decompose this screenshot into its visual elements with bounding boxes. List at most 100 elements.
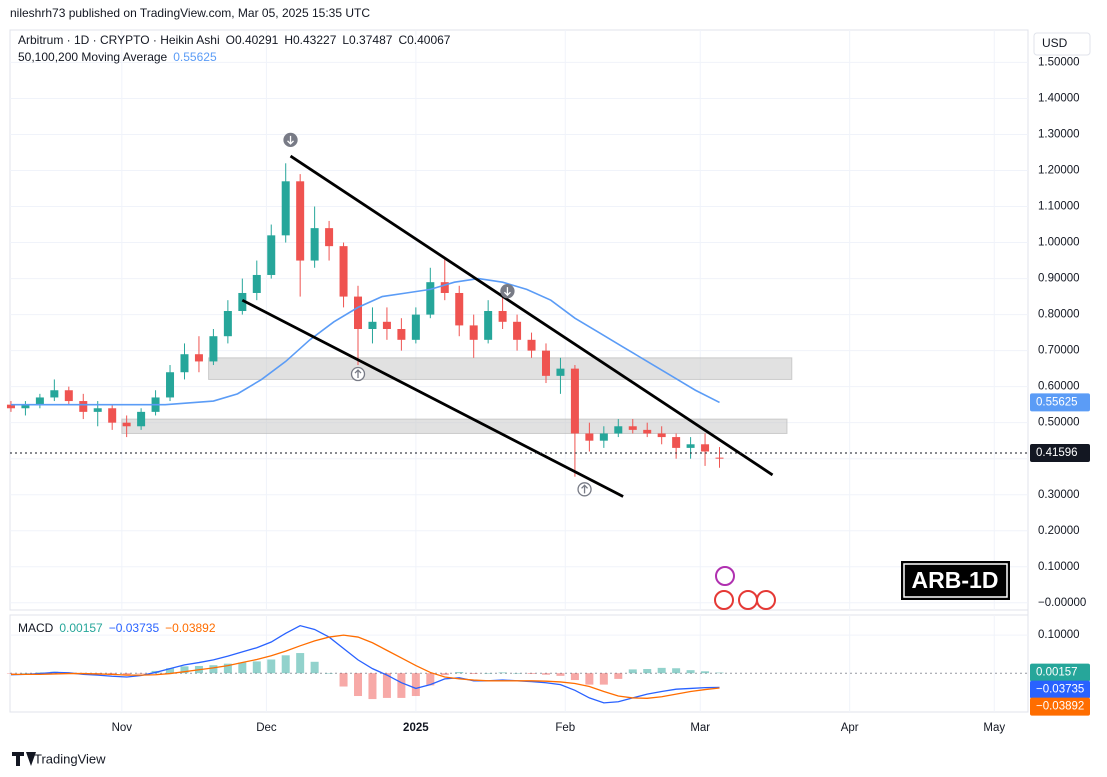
x-tick-label: Mar	[690, 722, 710, 734]
event-icon[interactable]	[756, 590, 776, 610]
candle-body	[194, 354, 203, 362]
candle-body	[411, 314, 420, 340]
histogram-bar	[368, 673, 377, 700]
candle-body	[397, 329, 406, 340]
marker-arrow	[581, 484, 589, 494]
y-tick-label: 0.70000	[1038, 345, 1080, 357]
histogram-bar	[137, 673, 146, 674]
candle-body	[469, 325, 478, 340]
histogram-bar	[484, 673, 493, 674]
candle-body	[701, 444, 710, 452]
zone	[121, 418, 788, 434]
y-tick-label: 1.00000	[1038, 237, 1080, 249]
histogram-bar	[209, 665, 218, 674]
marker-arrow	[354, 369, 362, 379]
ohlc-open: O0.40291	[226, 33, 279, 47]
x-tick-label: Dec	[256, 722, 277, 734]
histogram-bar	[411, 673, 420, 697]
candle-body	[108, 408, 117, 423]
symbol-legend: Arbitrum · 1D · CRYPTO · Heikin Ashi O0.4…	[18, 33, 451, 47]
histogram-bar	[267, 659, 276, 674]
candle-body	[339, 246, 348, 297]
currency-box[interactable]	[1033, 32, 1091, 56]
candle-body	[440, 282, 449, 293]
candle-body	[50, 390, 59, 398]
histogram-bar	[556, 673, 565, 676]
candle-body	[137, 411, 146, 427]
ohlc-close: C0.40067	[398, 33, 450, 47]
candle-body	[223, 310, 232, 337]
histogram-bar	[122, 673, 131, 676]
ma-value: 0.55625	[173, 50, 217, 64]
histogram-bar	[35, 672, 44, 674]
y-tick-label: 1.30000	[1038, 129, 1080, 141]
histogram-bar	[455, 672, 464, 674]
histogram-bar	[180, 666, 189, 674]
histogram-bar	[238, 662, 247, 674]
y-tick-label: 0.20000	[1038, 525, 1080, 537]
plot-layer: Nov Dec 2025 Feb Mar Apr May −0.00000 0.10000 0.2…	[6, 30, 1090, 734]
candle-body	[382, 321, 391, 330]
y-tick-label: −0.00000	[1038, 597, 1086, 609]
histogram-bar	[252, 661, 261, 674]
candle-body	[570, 368, 579, 434]
badge: ARB-1D	[912, 567, 999, 593]
histogram-bar	[166, 668, 175, 674]
candle-body	[585, 433, 594, 441]
candle-body	[643, 429, 652, 434]
y-tick-label: 1.10000	[1038, 201, 1080, 213]
macd-hist-value: 0.00157	[59, 621, 103, 635]
histogram-bar	[643, 669, 652, 674]
histogram-bar	[382, 673, 391, 698]
macd-axis-label: −0.03735	[1036, 684, 1084, 696]
last-price-label-box	[1030, 443, 1090, 462]
macd-legend: MACD 0.00157 −0.03735 −0.03892	[18, 621, 216, 635]
y-tick-label: 1.20000	[1038, 165, 1080, 177]
histogram-bar	[223, 663, 232, 674]
histogram-bar	[628, 669, 637, 674]
candle-body	[281, 181, 290, 236]
event-icon[interactable]	[738, 590, 758, 610]
candle-body	[368, 321, 377, 330]
moving-average	[10, 277, 720, 406]
y-tick-label: 0.60000	[1038, 381, 1080, 393]
logo	[12, 752, 36, 766]
candle-body	[426, 282, 435, 315]
candle-body	[455, 292, 464, 326]
candle-body	[686, 444, 695, 448]
trendline	[289, 154, 774, 477]
marker-arrow	[287, 135, 294, 145]
publisher: nileshrh73 published on TradingView.com,…	[10, 6, 370, 20]
ma-name: 50,100,200 Moving Average	[18, 50, 168, 64]
histogram-bar	[614, 673, 623, 679]
macd-signal-value: −0.03892	[165, 621, 216, 635]
histogram-bar	[310, 661, 319, 674]
macd-title: MACD	[18, 621, 54, 635]
candle-body	[541, 350, 550, 376]
candle-body	[614, 426, 623, 434]
currency: USD	[1042, 36, 1068, 50]
x-tick-label: Feb	[555, 722, 575, 734]
candle-body	[715, 457, 724, 459]
candle-body	[122, 422, 131, 427]
macd-line	[10, 634, 720, 699]
macd-line	[10, 624, 720, 704]
candle-body	[209, 336, 218, 362]
y-tick-label: 0.10000	[1038, 561, 1080, 573]
brand: TradingView	[34, 751, 106, 766]
candle-body	[484, 310, 493, 340]
candle-body	[628, 426, 637, 430]
candle-body	[252, 274, 261, 293]
candle-body	[354, 296, 363, 330]
event-icon[interactable]	[715, 566, 735, 586]
histogram-bar	[426, 673, 435, 686]
event-icon[interactable]	[714, 590, 734, 610]
histogram-bar	[513, 673, 522, 674]
candle-body	[310, 228, 319, 261]
histogram-bar	[701, 671, 710, 674]
histogram-bar	[715, 672, 724, 674]
histogram-bar	[354, 673, 363, 697]
y-tick-label: 0.50000	[1038, 417, 1080, 429]
candle-body	[6, 404, 15, 409]
y-tick-label: 0.30000	[1038, 489, 1080, 501]
